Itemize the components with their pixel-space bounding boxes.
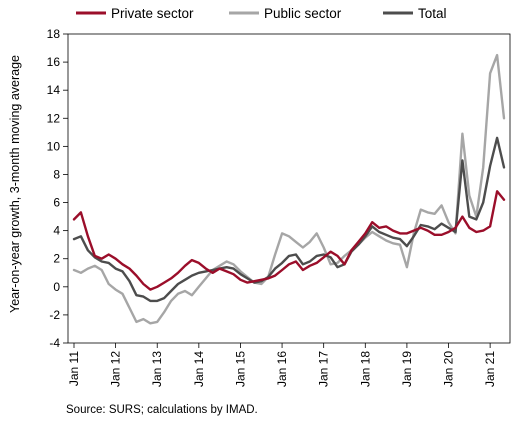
y-tick-label: 14 — [47, 83, 61, 97]
x-tick-label: Jan 11 — [67, 351, 81, 386]
x-tick-label: Jan 12 — [109, 351, 123, 387]
legend-label: Total — [418, 6, 447, 21]
x-tick-label: Jan 21 — [483, 351, 497, 387]
plot-frame — [67, 33, 511, 344]
y-tick-label: 12 — [47, 111, 61, 125]
series-layer — [72, 53, 506, 325]
x-tick-label: Jan 16 — [275, 351, 289, 387]
y-axis-title: Year-on-year growth, 3-month moving aver… — [8, 55, 22, 313]
x-tick-label: Jan 14 — [192, 351, 206, 387]
y-tick-label: -4 — [49, 336, 60, 350]
source-note: Source: SURS; calculations by IMAD. — [66, 404, 258, 416]
y-tick-label: -2 — [49, 308, 60, 322]
y-tick-label: 4 — [53, 224, 60, 238]
y-tick-label: 6 — [53, 196, 60, 210]
x-tick-label: Jan 17 — [317, 351, 331, 387]
y-tick-label: 2 — [53, 252, 60, 266]
axes: -4 -2 0 2 4 6 8 10 12 14 16 18 Jan 11 Jan 12 Jan 13 Jan… — [47, 27, 511, 387]
y-tick-label: 16 — [47, 55, 61, 69]
y-tick-label: 8 — [53, 167, 60, 181]
y-tick-label: 18 — [47, 27, 61, 41]
y-tick-label: 0 — [53, 280, 60, 294]
series-line-public-sector — [72, 53, 506, 325]
x-tick-label: Jan 20 — [442, 351, 456, 387]
y-tick-label: 10 — [47, 139, 61, 153]
series-line-total — [72, 136, 506, 303]
legend-label: Public sector — [264, 6, 342, 21]
x-tick-label: Jan 19 — [400, 351, 414, 387]
legend-label: Private sector — [111, 6, 194, 21]
x-tick-label: Jan 18 — [358, 351, 372, 387]
legend: Private sector Public sector Total — [76, 6, 447, 21]
series-line-private-sector — [72, 190, 506, 291]
x-tick-label: Jan 13 — [150, 351, 164, 387]
x-tick-label: Jan 15 — [233, 351, 247, 387]
